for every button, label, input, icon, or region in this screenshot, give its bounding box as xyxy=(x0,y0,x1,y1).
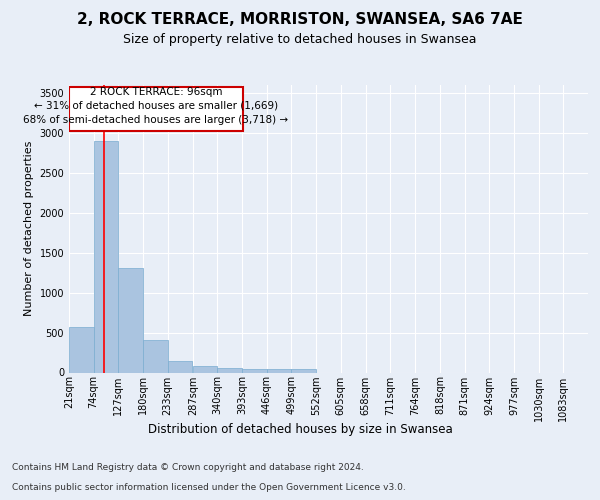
Text: 68% of semi-detached houses are larger (3,718) →: 68% of semi-detached houses are larger (… xyxy=(23,115,289,125)
Bar xyxy=(118,268,143,372)
Y-axis label: Number of detached properties: Number of detached properties xyxy=(24,141,34,316)
Text: Distribution of detached houses by size in Swansea: Distribution of detached houses by size … xyxy=(148,422,452,436)
Bar xyxy=(267,369,292,372)
Text: Contains public sector information licensed under the Open Government Licence v3: Contains public sector information licen… xyxy=(12,484,406,492)
Bar xyxy=(69,327,94,372)
Text: 2, ROCK TERRACE, MORRISTON, SWANSEA, SA6 7AE: 2, ROCK TERRACE, MORRISTON, SWANSEA, SA6… xyxy=(77,12,523,28)
Bar xyxy=(292,370,316,372)
Bar xyxy=(94,141,118,372)
FancyBboxPatch shape xyxy=(69,86,243,132)
Bar xyxy=(242,368,267,372)
Bar xyxy=(217,368,242,372)
Bar xyxy=(193,366,217,372)
Bar xyxy=(167,361,193,372)
Bar xyxy=(143,340,167,372)
Text: Size of property relative to detached houses in Swansea: Size of property relative to detached ho… xyxy=(123,32,477,46)
Text: ← 31% of detached houses are smaller (1,669): ← 31% of detached houses are smaller (1,… xyxy=(34,101,278,111)
Text: 2 ROCK TERRACE: 96sqm: 2 ROCK TERRACE: 96sqm xyxy=(90,86,222,97)
Text: Contains HM Land Registry data © Crown copyright and database right 2024.: Contains HM Land Registry data © Crown c… xyxy=(12,464,364,472)
